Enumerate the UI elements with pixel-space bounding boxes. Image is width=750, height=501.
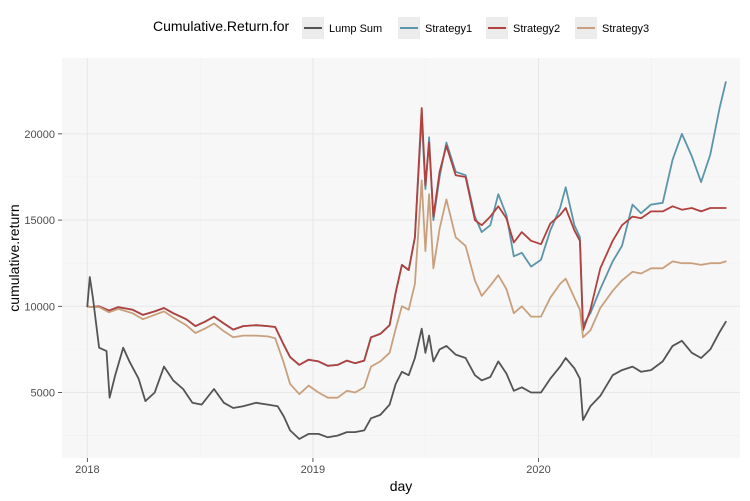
series-line-strategy2 <box>86 107 727 367</box>
series-line-strategy3 <box>86 179 727 399</box>
legend-item-strategy3: Strategy3 <box>575 17 649 39</box>
legend-item-lump-sum: Lump Sum <box>302 17 382 39</box>
y-axis-title: cumulative.return <box>6 204 22 311</box>
x-tick-label: 2018 <box>75 464 99 476</box>
legend-title: Cumulative.Return.for <box>153 18 290 34</box>
x-axis-title: day <box>390 478 413 494</box>
series-lines <box>86 81 727 440</box>
y-tick-label: 5000 <box>31 387 55 399</box>
legend-label: Strategy1 <box>425 23 472 35</box>
series-line-lump-sum <box>86 276 727 440</box>
x-tick-label: 2019 <box>301 464 325 476</box>
legend-label: Strategy2 <box>513 23 560 35</box>
major-gridlines <box>62 58 740 458</box>
y-tick-label: 15000 <box>24 215 55 227</box>
legend-label: Strategy3 <box>602 23 649 35</box>
legend-label: Lump Sum <box>329 23 382 35</box>
x-tick-label: 2020 <box>526 464 550 476</box>
legend-item-strategy1: Strategy1 <box>398 17 472 39</box>
chart-legend: Cumulative.Return.for Lump Sum Strategy1 S… <box>153 17 649 39</box>
y-axis-ticks: 5000 10000 15000 20000 <box>24 129 62 399</box>
plot-panel <box>62 58 740 458</box>
y-tick-label: 10000 <box>24 301 55 313</box>
y-tick-label: 20000 <box>24 129 55 141</box>
x-axis-ticks: 2018 2019 2020 <box>75 458 551 476</box>
minor-gridlines <box>62 58 740 458</box>
legend-item-strategy2: Strategy2 <box>486 17 560 39</box>
